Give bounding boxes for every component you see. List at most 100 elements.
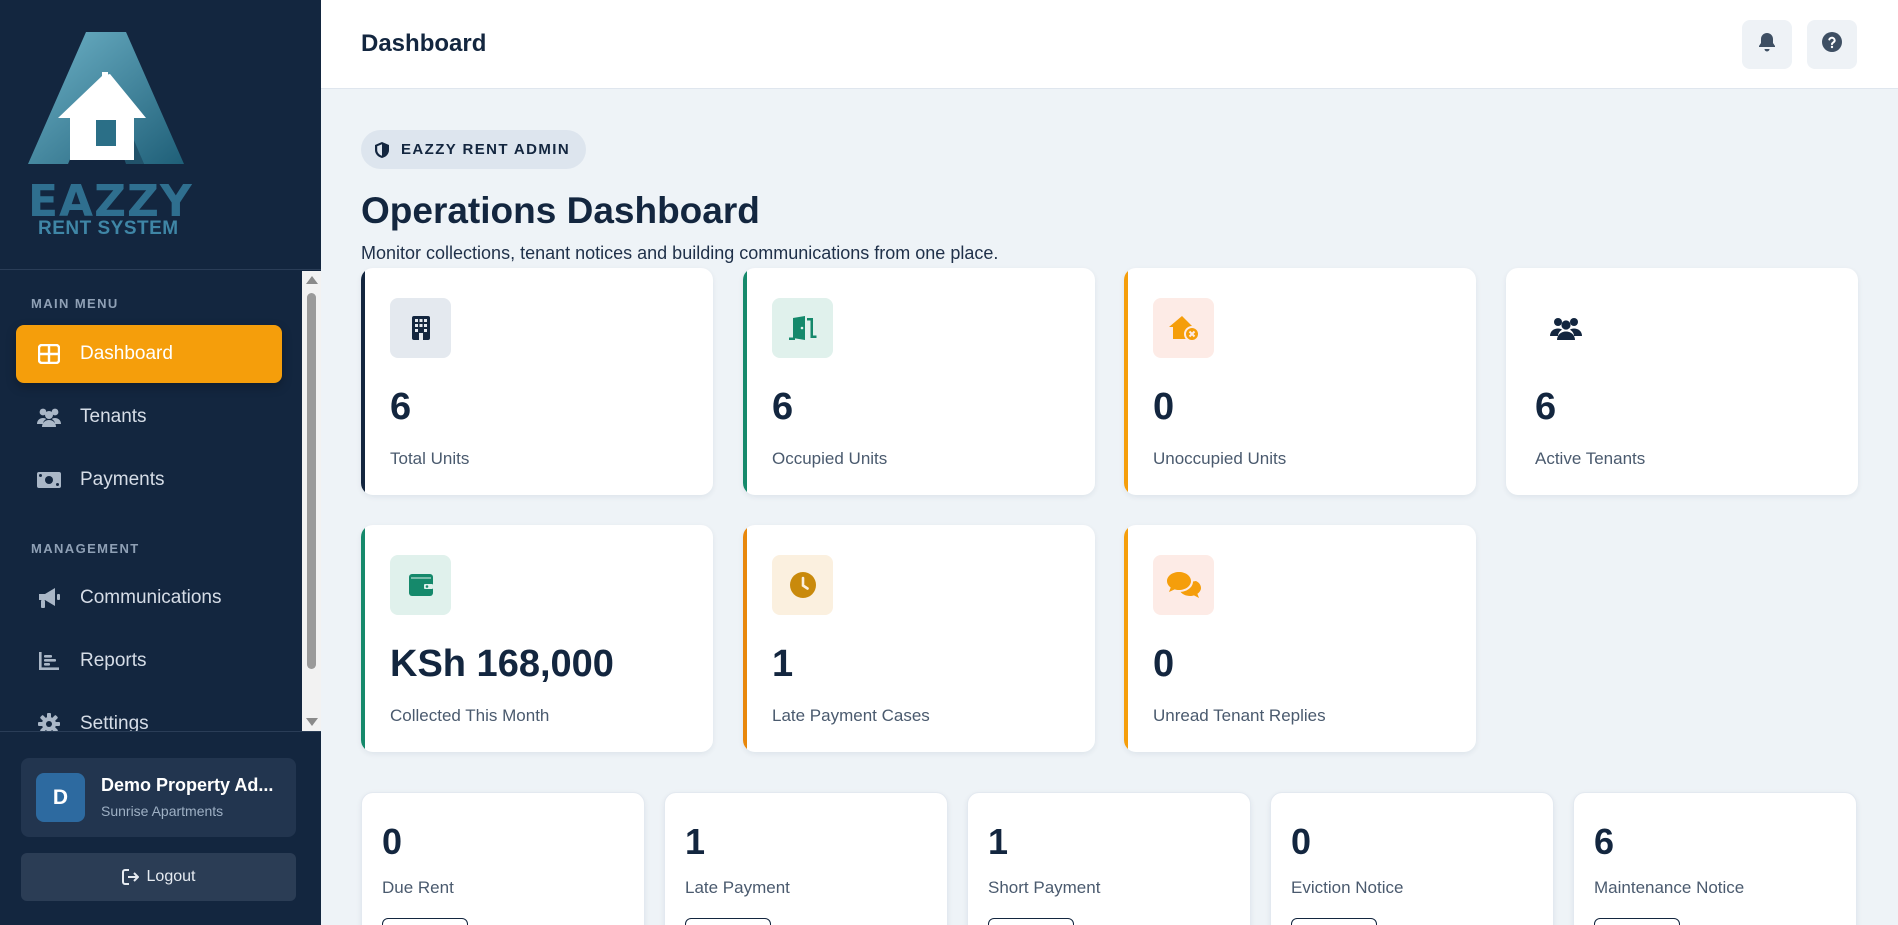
user-name: Demo Property Ad... (101, 775, 274, 795)
stat-label: Occupied Units (772, 449, 888, 468)
accent-bar (743, 525, 747, 752)
notice-label: Short Payment (988, 878, 1101, 897)
management-label: MANAGEMENT (31, 541, 140, 556)
user-property: Sunrise Apartments (101, 803, 224, 819)
sidebar: EAZZY RENT SYSTEM MAIN MENU Dashboard Te… (0, 0, 321, 925)
users-icon (36, 405, 62, 429)
sidebar-item-label: Reports (80, 650, 147, 671)
logo-icon (28, 32, 184, 164)
notice-label: Due Rent (382, 878, 454, 897)
wallet-icon (390, 555, 451, 615)
building-icon (390, 298, 451, 358)
notice-card-late-payment: 1 Late Payment (664, 792, 948, 925)
accent-bar (361, 268, 365, 495)
scroll-up-arrow-icon[interactable] (306, 276, 318, 284)
admin-badge: EAZZY RENT ADMIN (361, 130, 587, 169)
stat-value: 6 (1535, 386, 1557, 428)
stat-card-late-payment: 1 Late Payment Cases (743, 525, 1095, 752)
notifications-button[interactable] (1742, 20, 1792, 69)
bell-icon (1758, 32, 1776, 57)
sidebar-nav: MAIN MENU Dashboard Tenants Payments MAN… (0, 271, 302, 731)
page-subtitle: Monitor collections, tenant notices and … (361, 243, 999, 263)
notice-value: 6 (1594, 821, 1615, 862)
sidebar-item-label: Settings (80, 713, 149, 731)
chart-icon (36, 649, 62, 673)
sidebar-item-label: Dashboard (80, 343, 173, 364)
notice-label: Eviction Notice (1291, 878, 1404, 897)
stat-value: 6 (390, 386, 412, 428)
door-open-icon (772, 298, 833, 358)
notice-card-maintenance: 6 Maintenance Notice (1573, 792, 1857, 925)
sidebar-item-communications[interactable]: Communications (16, 569, 282, 627)
avatar: D (36, 773, 85, 822)
accent-bar (1124, 525, 1128, 752)
chat-icon (1153, 555, 1214, 615)
accent-bar (361, 525, 365, 752)
notice-action-button[interactable] (1291, 918, 1377, 925)
stat-label: Late Payment Cases (772, 706, 930, 725)
stat-card-total-units: 6 Total Units (361, 268, 713, 495)
logo-text: EAZZY (28, 176, 193, 227)
notice-card-eviction: 0 Eviction Notice (1270, 792, 1554, 925)
notice-action-button[interactable] (685, 918, 771, 925)
sidebar-item-label: Tenants (80, 406, 147, 427)
main-menu-label: MAIN MENU (31, 296, 119, 311)
accent-bar (1124, 268, 1128, 495)
sidebar-item-payments[interactable]: Payments (16, 451, 282, 509)
notice-card-short-payment: 1 Short Payment (967, 792, 1251, 925)
stat-card-unoccupied-units: 0 Unoccupied Units (1124, 268, 1476, 495)
accent-bar (743, 268, 747, 495)
notice-action-button[interactable] (988, 918, 1074, 925)
top-header: Dashboard (321, 0, 1898, 89)
divider (0, 731, 321, 732)
stat-card-active-tenants: 6 Active Tenants (1506, 268, 1858, 495)
notice-value: 1 (685, 821, 706, 862)
stat-label: Unread Tenant Replies (1153, 706, 1326, 725)
notice-card-due-rent: 0 Due Rent (361, 792, 645, 925)
logout-button[interactable]: Logout (21, 853, 296, 901)
logout-icon (121, 869, 139, 885)
notice-label: Late Payment (685, 878, 790, 897)
sidebar-scrollbar[interactable] (302, 271, 321, 731)
clock-icon (772, 555, 833, 615)
money-icon (36, 468, 62, 492)
sidebar-item-label: Communications (80, 587, 222, 608)
sidebar-item-reports[interactable]: Reports (16, 632, 282, 690)
notice-label: Maintenance Notice (1594, 878, 1745, 897)
notice-action-button[interactable] (382, 918, 468, 925)
scrollbar-thumb[interactable] (307, 293, 316, 669)
help-button[interactable] (1807, 20, 1857, 69)
dashboard-grid-icon (36, 342, 62, 366)
stat-card-collected: KSh 168,000 Collected This Month (361, 525, 713, 752)
stat-value: 0 (1153, 386, 1175, 428)
notice-value: 0 (1291, 821, 1312, 862)
stat-value: 6 (772, 386, 794, 428)
scroll-down-arrow-icon[interactable] (306, 718, 318, 726)
notice-value: 0 (382, 821, 403, 862)
house-x-icon (1153, 298, 1214, 358)
stat-label: Collected This Month (390, 706, 550, 725)
sidebar-item-settings[interactable]: Settings (16, 695, 282, 731)
stat-label: Active Tenants (1535, 449, 1646, 468)
stat-value: 1 (772, 643, 794, 685)
stat-value: KSh 168,000 (390, 643, 614, 685)
page-header-title: Dashboard (361, 30, 487, 57)
megaphone-icon (36, 586, 62, 610)
stat-label: Unoccupied Units (1153, 449, 1287, 468)
users-icon (1535, 298, 1596, 358)
logo-subtext: RENT SYSTEM (38, 218, 179, 239)
admin-badge-label: EAZZY RENT ADMIN (401, 141, 571, 158)
stat-value: 0 (1153, 643, 1175, 685)
stat-card-occupied-units: 6 Occupied Units (743, 268, 1095, 495)
page-title: Operations Dashboard (361, 190, 760, 231)
logout-label: Logout (146, 868, 196, 885)
sidebar-item-label: Payments (80, 469, 165, 490)
stat-label: Total Units (390, 449, 470, 468)
gear-icon (36, 712, 62, 731)
shield-icon (375, 141, 389, 158)
stat-card-unread-replies: 0 Unread Tenant Replies (1124, 525, 1476, 752)
sidebar-item-dashboard[interactable]: Dashboard (16, 325, 282, 383)
notice-action-button[interactable] (1594, 918, 1680, 925)
sidebar-item-tenants[interactable]: Tenants (16, 388, 282, 446)
brand-logo: EAZZY RENT SYSTEM (0, 0, 321, 270)
